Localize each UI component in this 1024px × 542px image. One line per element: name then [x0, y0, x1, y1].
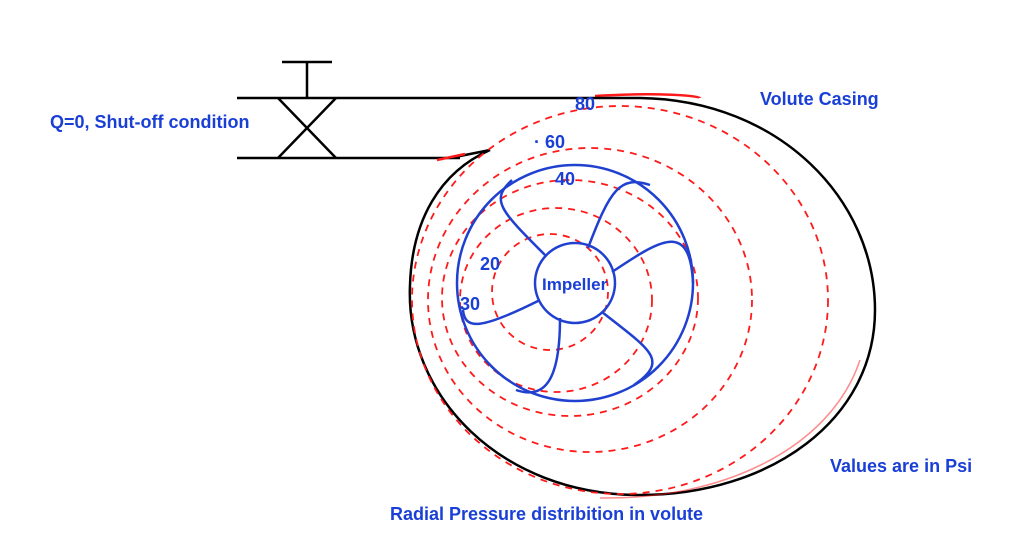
title-label: Radial Pressure distribition in volute	[390, 504, 703, 524]
psi-80-label: 80	[575, 94, 595, 114]
psi-60-label: · 60	[534, 132, 565, 152]
units-label: Values are in Psi	[830, 456, 972, 476]
psi-30-label: 30	[460, 294, 480, 314]
shutoff-valve-icon	[278, 62, 336, 158]
psi-40-label: 40	[555, 169, 575, 189]
shutoff-label: Q=0, Shut-off condition	[50, 112, 249, 132]
impeller-label: Impeller	[542, 275, 608, 294]
volute-casing-label: Volute Casing	[760, 89, 879, 109]
psi-20-label: 20	[480, 254, 500, 274]
psi-60-tick: ·	[534, 132, 540, 152]
